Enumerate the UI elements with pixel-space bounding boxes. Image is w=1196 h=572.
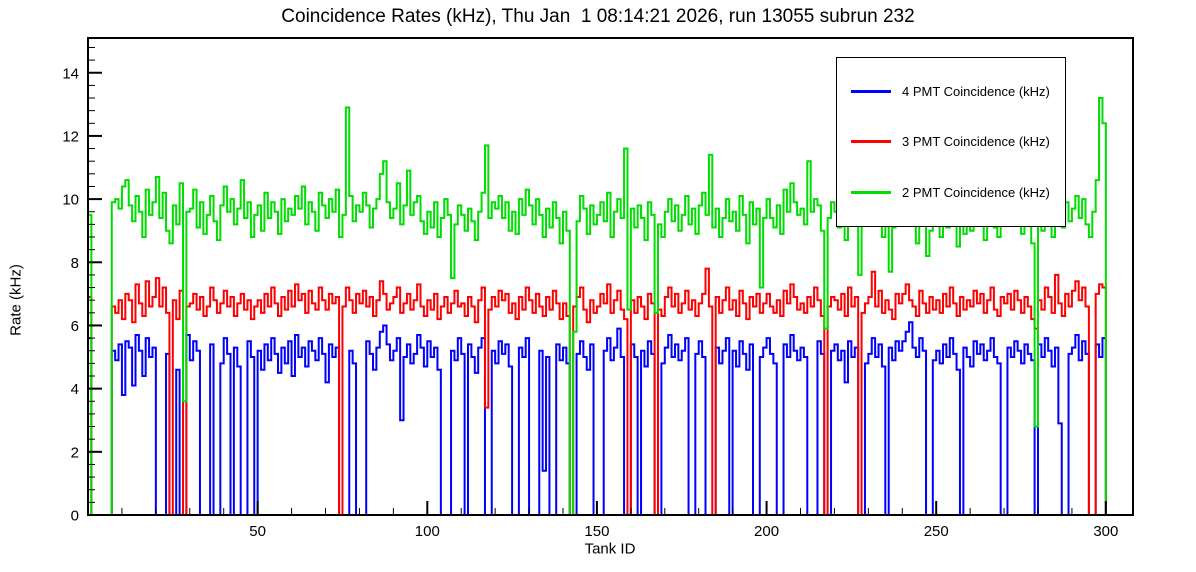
legend-label-4pmt: 4 PMT Coincidence (kHz) [902,83,1050,99]
x-tick-label: 100 [415,523,440,540]
x-axis-title: Tank ID [584,540,636,558]
legend-entry-3pmt: 3 PMT Coincidence (kHz) [851,134,1065,149]
legend-line-4pmt-icon [851,89,891,93]
y-tick-label: 4 [71,381,79,398]
y-tick-label: 0 [71,508,79,525]
x-tick-label: 200 [754,523,779,540]
legend-entry-4pmt: 4 PMT Coincidence (kHz) [851,84,1065,99]
y-tick-label: 14 [62,65,79,82]
x-tick-label: 150 [584,523,609,540]
chart-title: Coincidence Rates (kHz), Thu Jan 1 08:14… [281,6,915,27]
legend-box: 4 PMT Coincidence (kHz) 3 PMT Coincidenc… [836,57,1066,227]
legend-line-3pmt-icon [851,140,891,144]
legend-label-3pmt: 3 PMT Coincidence (kHz) [902,134,1050,150]
y-tick-label: 6 [71,318,79,335]
y-tick-label: 2 [71,444,79,461]
y-tick-label: 8 [71,255,79,272]
legend-label-2pmt: 2 PMT Coincidence (kHz) [902,185,1050,201]
y-tick-label: 12 [62,128,79,145]
legend-entry-2pmt: 2 PMT Coincidence (kHz) [851,185,1065,200]
x-tick-label: 50 [249,523,266,540]
plot-frame [87,37,1134,516]
legend-line-2pmt-icon [851,191,891,195]
y-tick-label: 10 [62,192,79,209]
x-tick-label: 300 [1093,523,1118,540]
series-4pmt [87,321,1133,516]
series-3pmt [87,267,1133,516]
y-axis-title: Rate (kHz) [7,264,25,336]
series-2pmt [87,97,1133,516]
x-tick-label: 250 [924,523,949,540]
